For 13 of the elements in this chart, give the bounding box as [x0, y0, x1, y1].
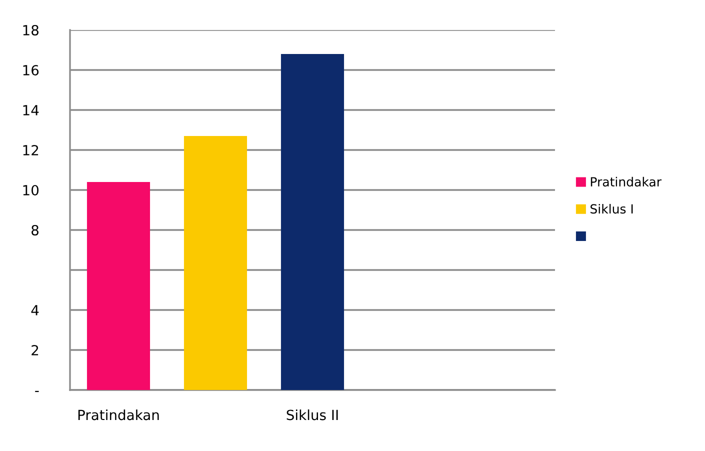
y-tick-label: 16 [23, 64, 39, 76]
legend-label: Siklus I [590, 204, 633, 214]
y-tick-label: 2 [32, 344, 38, 356]
y-tick-label: - [35, 390, 39, 392]
y-tick-label: 8 [32, 224, 38, 236]
x-tick-label: Pratindakan [78, 409, 159, 420]
x-tick-label: Siklus II [286, 409, 338, 420]
y-tick-label: 18 [23, 24, 38, 36]
y-tick-label: 14 [23, 105, 39, 116]
y-tick-label: 12 [23, 144, 38, 156]
legend-label: Pratindakar [590, 176, 662, 187]
y-tick-label: 10 [23, 184, 39, 196]
y-tick-label: 4 [31, 305, 39, 316]
